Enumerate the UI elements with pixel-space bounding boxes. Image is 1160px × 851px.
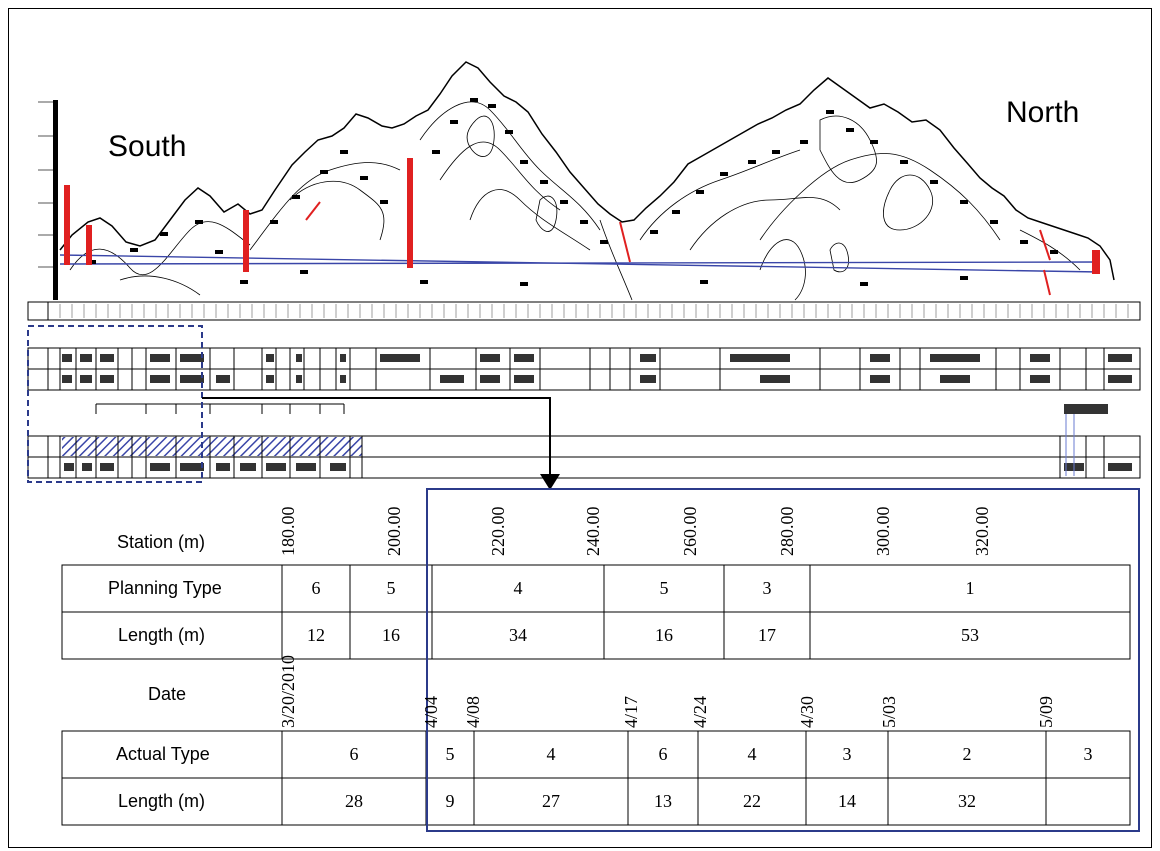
- actual-type-cell: 6: [349, 744, 359, 764]
- actual-type-label: Actual Type: [116, 744, 210, 764]
- overview-planning-table: [27, 347, 1141, 391]
- station-tick-label: 180.00: [278, 506, 298, 557]
- planning-type-cell: 5: [659, 578, 669, 598]
- figure-frame: [8, 8, 1152, 848]
- borehole-logs: [64, 158, 1100, 274]
- planning-length-cell: 16: [382, 625, 400, 645]
- actual-length-cell: 27: [542, 791, 560, 811]
- overview-note-mark: [1064, 404, 1108, 414]
- date-tick-label: 4/24: [690, 695, 710, 728]
- date-tick-label: 5/03: [879, 695, 899, 728]
- planning-type-cell: 4: [513, 578, 523, 598]
- date-tick-label: 4/08: [463, 695, 483, 728]
- actual-length-label: Length (m): [118, 791, 206, 811]
- contour-lines: [69, 101, 1081, 301]
- actual-table-grid: [61, 730, 1131, 826]
- actual-length-cell: 22: [743, 791, 761, 811]
- north-label: North: [1006, 96, 1080, 129]
- detail-zoom-panel: [426, 488, 1140, 832]
- station-tick-label: 200.00: [384, 506, 404, 557]
- planning-length-cell: 16: [655, 625, 673, 645]
- planning-length-cell: 17: [758, 625, 776, 645]
- date-label: Date: [148, 684, 187, 704]
- actual-length-cell: 32: [958, 791, 976, 811]
- elevation-scale: [38, 100, 58, 300]
- actual-length-cell: 28: [345, 791, 363, 811]
- planning-length-cell: 34: [509, 625, 527, 645]
- date-tick-label: 4/30: [797, 695, 817, 728]
- fault-lines: [305, 201, 1051, 296]
- overview-actual-table: [27, 435, 1141, 479]
- terrain-surface-line: [59, 61, 1115, 281]
- station-tick-label: 260.00: [680, 506, 700, 557]
- station-tick-label: 320.00: [972, 506, 992, 557]
- actual-type-cell: 5: [445, 744, 455, 764]
- actual-type-cell: 4: [747, 744, 757, 764]
- planning-type-label: Planning Type: [108, 578, 222, 598]
- date-tick-label: 5/09: [1036, 695, 1056, 728]
- station-label: Station (m): [117, 532, 206, 552]
- planning-type-cell: 1: [965, 578, 975, 598]
- zoom-selection-box: [27, 325, 203, 483]
- overview-table-marks: [62, 354, 1132, 383]
- date-tick-label: 4/17: [621, 695, 641, 728]
- station-tick-label: 240.00: [583, 506, 603, 557]
- actual-length-cell: 13: [654, 791, 672, 811]
- actual-length-cell: 9: [445, 791, 455, 811]
- station-tick-label: 280.00: [777, 506, 797, 557]
- actual-type-cell: 3: [842, 744, 852, 764]
- station-tick-label: 300.00: [873, 506, 893, 557]
- zoom-callout-arrow: [202, 397, 560, 490]
- progress-bracket: [95, 403, 345, 414]
- actual-type-cell: 2: [962, 744, 972, 764]
- planning-type-cell: 5: [386, 578, 396, 598]
- tunnel-alignment-lines: [59, 254, 1101, 273]
- planning-length-label: Length (m): [118, 625, 206, 645]
- overview-actual-marks: [64, 463, 1132, 471]
- actual-type-cell: 6: [658, 744, 668, 764]
- planning-type-cell: 3: [762, 578, 772, 598]
- actual-length-cell: 14: [838, 791, 856, 811]
- station-tick-label: 220.00: [488, 506, 508, 557]
- planning-length-cell: 12: [307, 625, 325, 645]
- actual-type-cell: 4: [546, 744, 556, 764]
- station-axis-strip: [27, 301, 1141, 321]
- date-tick-label: 4/04: [421, 695, 441, 728]
- planning-length-cell: 53: [961, 625, 979, 645]
- planning-table-grid: [61, 564, 1131, 660]
- actual-type-cell: 3: [1083, 744, 1093, 764]
- date-tick-label: 3/20/2010: [278, 654, 298, 728]
- planning-type-cell: 6: [311, 578, 321, 598]
- south-label: South: [108, 130, 187, 163]
